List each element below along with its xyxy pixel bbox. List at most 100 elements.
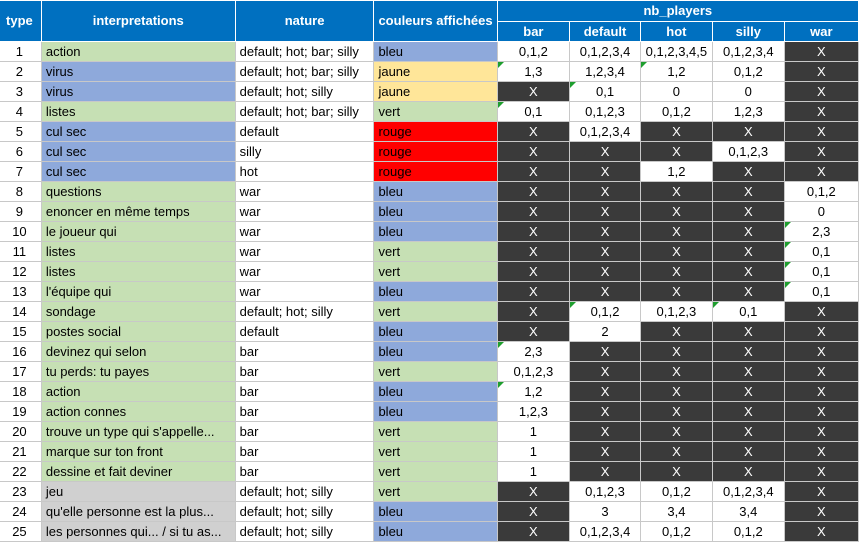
cell-type[interactable]: 13 xyxy=(0,281,42,302)
cell-players-bar[interactable]: X xyxy=(496,181,571,202)
cell-nature[interactable]: bar xyxy=(234,461,375,482)
cell-type[interactable]: 9 xyxy=(0,201,42,222)
cell-players-silly[interactable]: X xyxy=(711,341,785,362)
cell-couleur[interactable]: vert xyxy=(373,461,498,482)
cell-couleur[interactable]: jaune xyxy=(373,61,498,82)
cell-players-hot[interactable]: X xyxy=(639,221,713,242)
cell-players-silly[interactable]: 0,1,2,3 xyxy=(711,141,785,162)
cell-players-war[interactable]: X xyxy=(783,481,860,502)
cell-nature[interactable]: default; hot; bar; silly xyxy=(234,61,375,82)
cell-players-silly[interactable]: X xyxy=(711,181,785,202)
cell-players-bar[interactable]: 1 xyxy=(496,441,571,462)
cell-interpretation[interactable]: marque sur ton front xyxy=(40,441,236,462)
cell-interpretation[interactable]: enoncer en même temps xyxy=(40,201,236,222)
cell-players-silly[interactable]: 3,4 xyxy=(711,501,785,522)
header-nb-players[interactable]: nb_players xyxy=(496,0,860,22)
cell-players-hot[interactable]: 0,1,2,3 xyxy=(639,301,713,322)
cell-type[interactable]: 3 xyxy=(0,81,42,102)
cell-nature[interactable]: default; hot; silly xyxy=(234,301,375,322)
cell-nature[interactable]: default; hot; bar; silly xyxy=(234,101,375,122)
cell-players-bar[interactable]: 1,2,3 xyxy=(496,401,571,422)
cell-players-bar[interactable]: X xyxy=(496,221,571,242)
cell-players-default[interactable]: 0,1,2,3 xyxy=(569,481,641,502)
cell-players-hot[interactable]: X xyxy=(639,241,713,262)
cell-players-bar[interactable]: 1 xyxy=(496,461,571,482)
cell-players-war[interactable]: X xyxy=(783,301,860,322)
cell-players-war[interactable]: X xyxy=(783,421,860,442)
cell-players-war[interactable]: 0,1 xyxy=(783,241,860,262)
cell-interpretation[interactable]: l'équipe qui xyxy=(40,281,236,302)
cell-type[interactable]: 17 xyxy=(0,361,42,382)
cell-players-bar[interactable]: X xyxy=(496,201,571,222)
cell-type[interactable]: 4 xyxy=(0,101,42,122)
cell-couleur[interactable]: vert xyxy=(373,481,498,502)
cell-nature[interactable]: war xyxy=(234,241,375,262)
cell-players-hot[interactable]: X xyxy=(639,261,713,282)
cell-players-default[interactable]: X xyxy=(569,161,641,182)
cell-players-hot[interactable]: X xyxy=(639,361,713,382)
cell-couleur[interactable]: vert xyxy=(373,441,498,462)
header-hot[interactable]: hot xyxy=(639,21,713,42)
cell-players-hot[interactable]: X xyxy=(639,421,713,442)
cell-nature[interactable]: default; hot; silly xyxy=(234,481,375,502)
cell-players-default[interactable]: 0,1,2,3,4 xyxy=(569,41,641,62)
cell-nature[interactable]: war xyxy=(234,181,375,202)
cell-type[interactable]: 22 xyxy=(0,461,42,482)
cell-players-bar[interactable]: X xyxy=(496,281,571,302)
cell-interpretation[interactable]: cul sec xyxy=(40,141,236,162)
cell-nature[interactable]: bar xyxy=(234,401,375,422)
cell-players-bar[interactable]: 1 xyxy=(496,421,571,442)
cell-players-bar[interactable]: X xyxy=(496,261,571,282)
cell-players-default[interactable]: 2 xyxy=(569,321,641,342)
cell-players-silly[interactable]: X xyxy=(711,441,785,462)
cell-nature[interactable]: default; hot; silly xyxy=(234,81,375,102)
cell-players-bar[interactable]: 0,1,2 xyxy=(496,41,571,62)
cell-interpretation[interactable]: listes xyxy=(40,241,236,262)
cell-players-silly[interactable]: 0,1,2 xyxy=(711,61,785,82)
cell-players-silly[interactable]: 0 xyxy=(711,81,785,102)
cell-players-hot[interactable]: 0,1,2,3,4,5 xyxy=(639,41,713,62)
cell-interpretation[interactable]: jeu xyxy=(40,481,236,502)
cell-players-war[interactable]: 0,1,2 xyxy=(783,181,860,202)
cell-players-hot[interactable]: X xyxy=(639,441,713,462)
cell-players-silly[interactable]: X xyxy=(711,401,785,422)
cell-nature[interactable]: silly xyxy=(234,141,375,162)
cell-type[interactable]: 12 xyxy=(0,261,42,282)
cell-interpretation[interactable]: postes social xyxy=(40,321,236,342)
cell-players-hot[interactable]: 0 xyxy=(639,81,713,102)
cell-interpretation[interactable]: virus xyxy=(40,81,236,102)
cell-type[interactable]: 14 xyxy=(0,301,42,322)
cell-players-war[interactable]: X xyxy=(783,501,860,522)
cell-players-bar[interactable]: X xyxy=(496,481,571,502)
cell-players-silly[interactable]: 0,1,2,3,4 xyxy=(711,41,785,62)
cell-couleur[interactable]: jaune xyxy=(373,81,498,102)
cell-interpretation[interactable]: devinez qui selon xyxy=(40,341,236,362)
cell-type[interactable]: 1 xyxy=(0,41,42,62)
cell-players-silly[interactable]: 1,2,3 xyxy=(711,101,785,122)
cell-type[interactable]: 11 xyxy=(0,241,42,262)
cell-players-default[interactable]: X xyxy=(569,141,641,162)
cell-players-war[interactable]: X xyxy=(783,41,860,62)
cell-players-hot[interactable]: 0,1,2 xyxy=(639,101,713,122)
cell-couleur[interactable]: vert xyxy=(373,301,498,322)
cell-players-silly[interactable]: X xyxy=(711,321,785,342)
cell-players-bar[interactable]: X xyxy=(496,121,571,142)
cell-players-war[interactable]: X xyxy=(783,121,860,142)
cell-players-silly[interactable]: 0,1,2 xyxy=(711,521,785,542)
cell-players-war[interactable]: 0 xyxy=(783,201,860,222)
cell-players-bar[interactable]: X xyxy=(496,301,571,322)
header-war[interactable]: war xyxy=(783,21,860,42)
cell-interpretation[interactable]: listes xyxy=(40,101,236,122)
cell-players-default[interactable]: 1,2,3,4 xyxy=(569,61,641,82)
cell-interpretation[interactable]: cul sec xyxy=(40,161,236,182)
cell-players-hot[interactable]: X xyxy=(639,401,713,422)
cell-couleur[interactable]: vert xyxy=(373,101,498,122)
cell-couleur[interactable]: bleu xyxy=(373,201,498,222)
cell-interpretation[interactable]: qu'elle personne est la plus... xyxy=(40,501,236,522)
cell-players-bar[interactable]: 1,3 xyxy=(496,61,571,82)
cell-nature[interactable]: war xyxy=(234,221,375,242)
cell-players-default[interactable]: X xyxy=(569,201,641,222)
header-default[interactable]: default xyxy=(569,21,641,42)
cell-players-default[interactable]: X xyxy=(569,381,641,402)
cell-type[interactable]: 18 xyxy=(0,381,42,402)
